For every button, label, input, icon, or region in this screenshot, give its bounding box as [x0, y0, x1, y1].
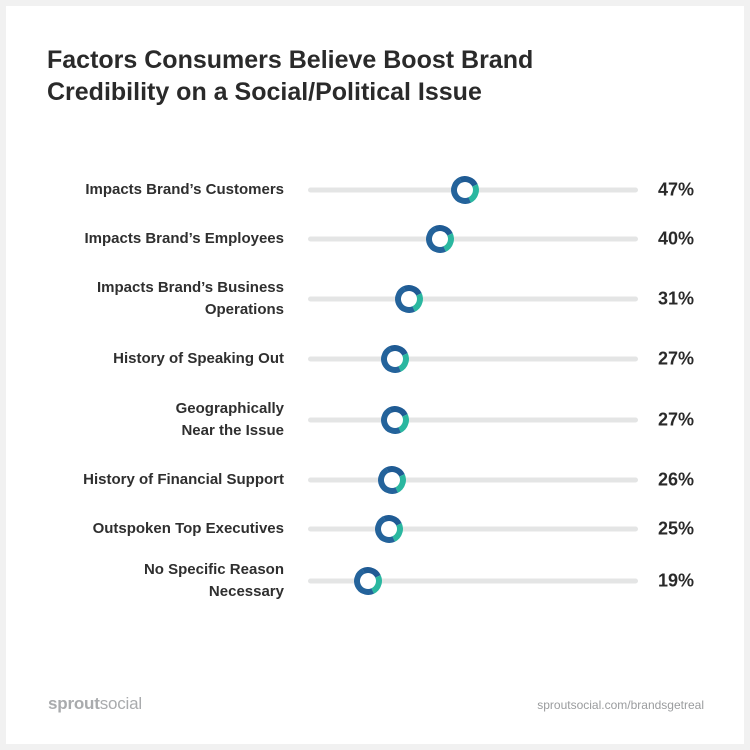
- data-point-ring: [377, 402, 414, 438]
- value-track: [308, 578, 638, 584]
- data-point-ring: [377, 341, 414, 377]
- value-label: 40%: [658, 228, 695, 249]
- value-track: [308, 477, 638, 483]
- data-point-ring: [349, 563, 386, 599]
- category-label: Impacts Brand’s Customers: [85, 181, 284, 198]
- value-label: 31%: [658, 288, 695, 309]
- data-point-ring: [422, 221, 459, 257]
- chart-title: Factors Consumers Believe Boost Brand Cr…: [47, 46, 534, 106]
- category-label: Impacts Brand’s Employees: [84, 230, 284, 247]
- value-label: 27%: [658, 409, 695, 430]
- data-point-ring: [446, 172, 483, 208]
- value-label: 27%: [658, 348, 695, 369]
- value-track: [308, 417, 638, 423]
- data-point-ring: [391, 281, 428, 317]
- sproutsocial-logo: sproutsocial: [48, 694, 142, 713]
- data-point-ring: [374, 462, 410, 498]
- value-track: [308, 356, 638, 362]
- chart-card: Factors Consumers Believe Boost Brand Cr…: [6, 6, 744, 744]
- value-label: 25%: [658, 518, 695, 539]
- value-track: [308, 526, 638, 532]
- value-track: [308, 236, 638, 242]
- category-label: History of Financial Support: [83, 471, 284, 488]
- value-label: 19%: [658, 570, 695, 591]
- value-label: 26%: [658, 469, 695, 490]
- value-label: 47%: [658, 179, 695, 200]
- category-label: No Specific Reason Necessary: [143, 561, 284, 600]
- source-url: sproutsocial.com/brandsgetreal: [537, 698, 704, 712]
- category-label: Geographically Near the Issue: [175, 400, 284, 439]
- value-track: [308, 296, 638, 302]
- category-label: Impacts Brand’s Business Operations: [96, 279, 284, 318]
- category-label: Outspoken Top Executives: [92, 520, 284, 537]
- data-point-ring: [370, 511, 407, 547]
- category-label: History of Speaking Out: [113, 350, 284, 367]
